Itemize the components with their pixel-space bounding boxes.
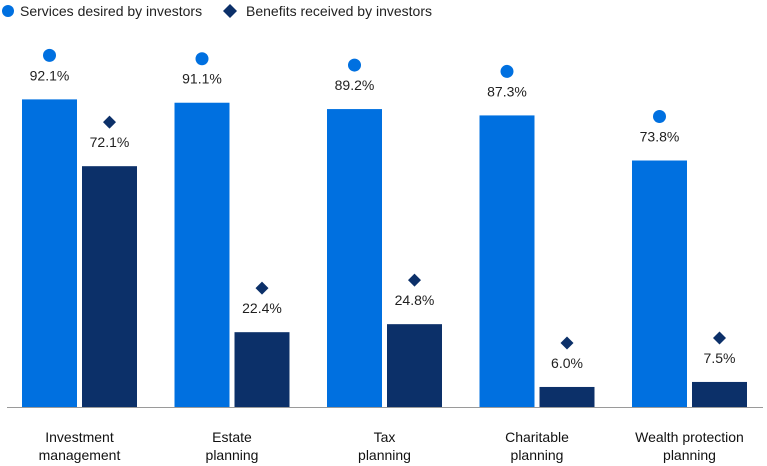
- legend: Services desired by investors Benefits r…: [2, 3, 432, 19]
- marker-received-charitable-planning: [560, 336, 574, 350]
- value-label-desired-investment-management: 92.1%: [30, 67, 70, 83]
- category-label-wealth-protection-planning-line2: planning: [663, 447, 716, 463]
- marker-received-estate-planning: [255, 281, 269, 295]
- bar-received-tax-planning: [387, 324, 442, 407]
- bar-received-investment-management: [82, 166, 137, 407]
- category-label-charitable-planning-line1: Charitable: [505, 429, 569, 445]
- category-label-investment-management-line1: Investment: [45, 429, 114, 445]
- value-label-desired-wealth-protection-planning: 73.8%: [640, 129, 680, 145]
- category-label-estate-planning-line1: Estate: [212, 429, 252, 445]
- marker-received-tax-planning: [408, 273, 421, 287]
- value-label-received-wealth-protection-planning: 7.5%: [704, 350, 736, 366]
- bar-received-estate-planning: [234, 332, 290, 407]
- bar-desired-charitable-planning: [479, 115, 535, 407]
- value-label-desired-charitable-planning: 87.3%: [487, 83, 527, 99]
- marker-desired-investment-management: [43, 48, 56, 62]
- value-labels-layer: 92.1% 72.1% 91.1% 22.4% 89.2% 24.8% 87.3% 6.0% 7…: [30, 67, 736, 371]
- category-labels-layer: Investment management Estate planning Tax pla…: [39, 429, 744, 463]
- marker-desired-tax-planning: [348, 58, 361, 72]
- bar-received-wealth-protection-planning: [692, 381, 747, 407]
- category-label-wealth-protection-planning-line1: Wealth protection: [635, 429, 744, 445]
- marker-received-wealth-protection-planning: [713, 331, 726, 345]
- marker-desired-estate-planning: [195, 52, 209, 66]
- value-label-desired-tax-planning: 89.2%: [335, 77, 375, 93]
- legend-marker-benefits-received: [223, 4, 237, 18]
- category-label-estate-planning-line2: planning: [206, 447, 259, 463]
- legend-label-services-desired: Services desired by investors: [20, 3, 202, 19]
- category-label-tax-planning-line2: planning: [358, 447, 411, 463]
- bar-desired-wealth-protection-planning: [632, 160, 687, 407]
- bars-layer: [22, 99, 747, 408]
- marker-received-investment-management: [103, 115, 116, 129]
- category-label-charitable-planning-line2: planning: [511, 447, 564, 463]
- bar-desired-tax-planning: [327, 109, 382, 408]
- markers-layer: [43, 48, 726, 350]
- marker-desired-wealth-protection-planning: [653, 110, 666, 124]
- category-label-investment-management-line2: management: [39, 447, 121, 463]
- value-label-received-investment-management: 72.1%: [90, 134, 130, 150]
- value-label-received-estate-planning: 22.4%: [242, 300, 282, 316]
- bar-desired-estate-planning: [174, 102, 230, 407]
- category-label-tax-planning-line1: Tax: [374, 429, 396, 445]
- legend-label-benefits-received: Benefits received by investors: [246, 3, 432, 19]
- value-label-desired-estate-planning: 91.1%: [182, 71, 222, 87]
- bar-received-charitable-planning: [539, 386, 595, 407]
- value-label-received-tax-planning: 24.8%: [395, 292, 435, 308]
- value-label-received-charitable-planning: 6.0%: [551, 355, 583, 371]
- legend-marker-services-desired: [2, 5, 14, 17]
- bar-desired-investment-management: [22, 99, 77, 408]
- marker-desired-charitable-planning: [500, 64, 514, 78]
